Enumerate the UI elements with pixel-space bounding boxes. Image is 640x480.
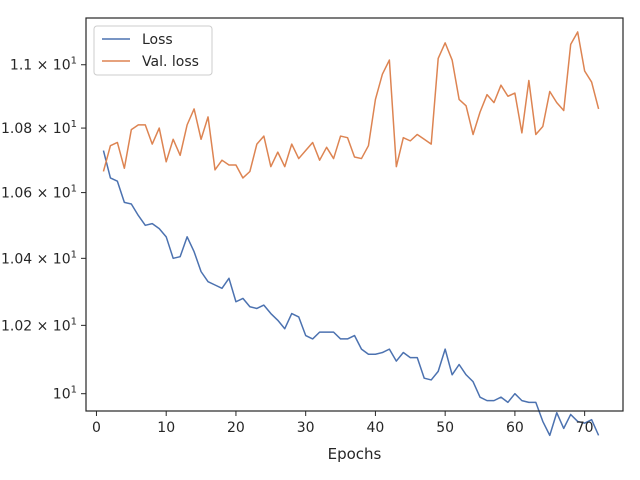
y-tick-label-11: 1.1 × 101 xyxy=(10,56,77,74)
x-tick-label-60: 60 xyxy=(506,420,524,436)
x-tick-label-30: 30 xyxy=(297,420,315,436)
series-layer xyxy=(102,31,600,437)
series-line-val-loss xyxy=(102,31,600,179)
series-line-loss xyxy=(102,150,600,437)
x-tick-label-70: 70 xyxy=(576,420,594,436)
y-tick-label-10-2: 1.02 × 101 xyxy=(1,316,77,334)
legend-label-loss: Loss xyxy=(142,32,173,48)
plot-frame xyxy=(85,17,624,412)
x-tick-label-0: 0 xyxy=(92,420,101,436)
x-tick-label-50: 50 xyxy=(436,420,454,436)
plot-area-background xyxy=(86,18,623,411)
series-val-loss xyxy=(102,31,600,179)
x-axis-label: Epochs xyxy=(328,445,382,463)
y-tick-label-10-6: 1.06 × 101 xyxy=(1,184,77,202)
y-tick-label-10: 101 xyxy=(53,385,77,403)
tick-layer: 0 10 20 30 40 50 60 70 101 1.02 × 101 1.04 × 101 1.… xyxy=(1,56,594,436)
legend: Loss Val. loss xyxy=(93,25,213,76)
y-tick-label-10-8: 1.08 × 101 xyxy=(1,119,77,137)
x-tick-label-10: 10 xyxy=(157,420,175,436)
x-tick-label-20: 20 xyxy=(227,420,245,436)
y-tick-label-10-4: 1.04 × 101 xyxy=(1,249,77,267)
legend-label-val-loss: Val. loss xyxy=(142,54,199,70)
x-tick-label-40: 40 xyxy=(367,420,385,436)
series-loss xyxy=(102,150,600,437)
